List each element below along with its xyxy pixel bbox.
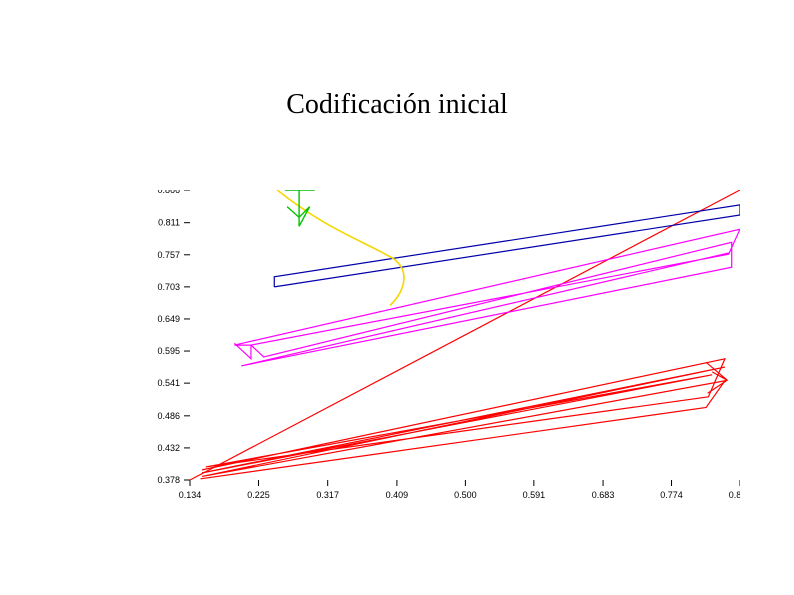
chart-svg: 0.866 0.811 0.757 0.703 0.649 0.595 0.541 0.486… bbox=[120, 190, 740, 500]
x-tick-label: 0.409 bbox=[386, 490, 409, 500]
y-tick-label: 0.866 bbox=[157, 190, 180, 195]
y-tick-label: 0.541 bbox=[157, 378, 180, 388]
x-tick-label: 0.225 bbox=[247, 490, 270, 500]
x-tick-label: 0.865 bbox=[729, 490, 740, 500]
y-tick-label: 0.757 bbox=[157, 250, 180, 260]
y-tick-label: 0.486 bbox=[157, 411, 180, 421]
y-tick-label: 0.378 bbox=[157, 475, 180, 485]
codificacion-chart: 0.866 0.811 0.757 0.703 0.649 0.595 0.541 0.486… bbox=[120, 190, 740, 500]
x-tick-label: 0.683 bbox=[592, 490, 615, 500]
x-tick-label: 0.317 bbox=[316, 490, 339, 500]
x-tick-label: 0.774 bbox=[660, 490, 683, 500]
x-tick-label: 0.591 bbox=[523, 490, 546, 500]
x-tick-label: 0.500 bbox=[454, 490, 477, 500]
y-tick-label: 0.595 bbox=[157, 346, 180, 356]
y-tick-label: 0.432 bbox=[157, 443, 180, 453]
x-tick-label: 0.134 bbox=[179, 490, 202, 500]
y-tick-label: 0.703 bbox=[157, 282, 180, 292]
y-tick-label: 0.811 bbox=[158, 218, 180, 228]
y-tick-label: 0.649 bbox=[157, 314, 180, 324]
page-title: Codificación inicial bbox=[0, 89, 794, 121]
